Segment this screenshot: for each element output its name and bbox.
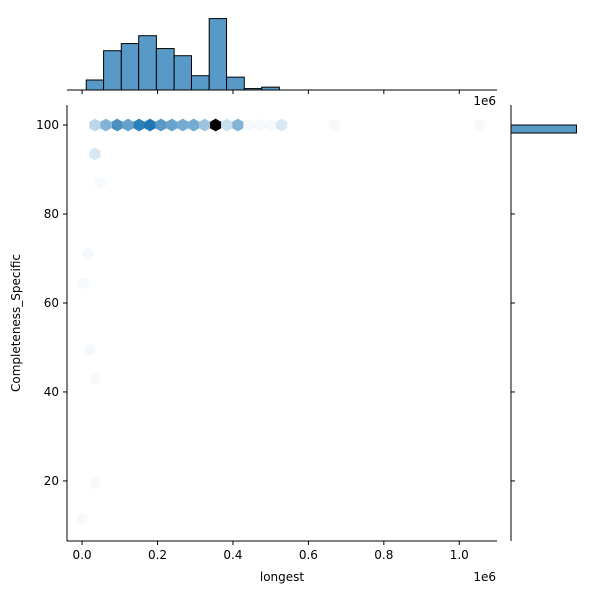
hexbin <box>144 118 156 132</box>
hexbin <box>122 118 134 132</box>
hexbin <box>94 176 106 190</box>
x-axis-label: longest <box>260 570 305 584</box>
hexbin <box>276 118 288 132</box>
hexbin <box>89 147 101 161</box>
histogram-bar <box>85 79 105 91</box>
histogram-bar <box>103 50 122 91</box>
hexbin <box>210 118 222 132</box>
hexbin <box>232 118 244 132</box>
y-tick-label: 80 <box>44 207 59 221</box>
hexbin <box>89 372 101 386</box>
hexbin <box>82 247 94 261</box>
x-tick-label: 0.4 <box>223 548 242 562</box>
x-tick-label: 0.0 <box>73 548 92 562</box>
y-tick-label: 100 <box>36 118 59 132</box>
y-tick-label: 60 <box>44 296 59 310</box>
y-axis-label: Completeness_Specific <box>9 254 23 392</box>
hexbin <box>89 118 101 132</box>
hexbin <box>133 118 145 132</box>
hexbin <box>100 118 112 132</box>
hexbin <box>111 118 123 132</box>
histogram-bar <box>261 86 280 91</box>
histogram-bar <box>138 35 157 91</box>
y-tick-label: 40 <box>44 385 59 399</box>
hexbin <box>243 118 255 132</box>
hexbin <box>473 118 485 132</box>
hexbin <box>84 343 96 357</box>
hexbin <box>188 118 200 132</box>
x-tick-label: 0.8 <box>374 548 393 562</box>
hexbin <box>254 118 266 132</box>
x-tick-label: 0.6 <box>299 548 318 562</box>
hexbin <box>265 118 277 132</box>
histogram-bar <box>155 48 175 91</box>
y-tick-label: 20 <box>44 474 59 488</box>
histogram-bar <box>510 124 577 134</box>
x-tick-label: 0.2 <box>148 548 167 562</box>
hexbin <box>77 276 89 290</box>
histogram-bar <box>208 18 228 91</box>
histogram-bar <box>243 88 263 91</box>
x-tick-label: 1.0 <box>450 548 469 562</box>
hexbin <box>177 118 189 132</box>
x-offset-label: 1e6 <box>473 570 496 584</box>
hexbin <box>155 118 167 132</box>
hexbin <box>199 118 211 132</box>
hexbin <box>76 512 88 526</box>
hexbin <box>166 118 178 132</box>
x-offset-label: 1e6 <box>473 94 496 108</box>
histogram-bar <box>173 55 192 91</box>
histogram-bar <box>226 76 245 91</box>
histogram-bar <box>120 43 140 91</box>
histogram-bar <box>190 75 210 91</box>
hexbin <box>221 118 233 132</box>
hexbin <box>328 118 340 132</box>
hexbin <box>89 476 101 490</box>
